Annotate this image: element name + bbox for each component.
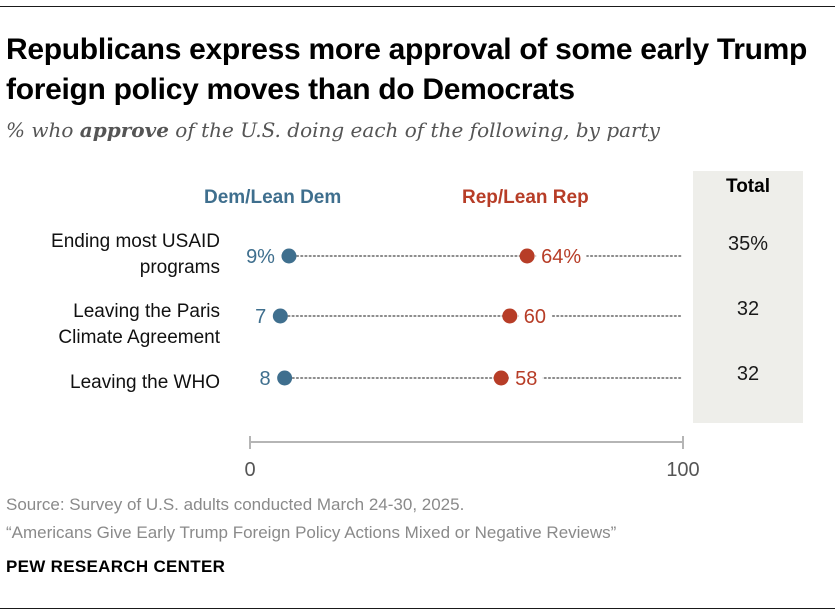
rep-label-backing [536,246,587,268]
bottom-rule [0,608,835,609]
dem-value-label: 9% [246,246,275,268]
subtitle-post: of the U.S. doing each of the following,… [168,118,660,142]
row-label: Ending most USAID programs [51,229,220,281]
rep-dot [519,248,535,264]
dem-dot [272,308,288,324]
chart-subtitle: % who approve of the U.S. doing each of … [6,118,660,142]
total-value: 32 [736,363,760,385]
rep-dot [502,308,518,324]
row-label: Leaving the WHO [70,370,220,396]
rep-label-backing [518,306,552,328]
total-value: 32 [736,298,760,320]
rep-value-label: 58 [515,368,537,390]
report-title-line: “Americans Give Early Trump Foreign Poli… [6,523,617,542]
row-label-line: Ending most USAID [51,231,220,252]
dem-value-label: 8 [260,368,271,390]
legend-dem: Dem/Lean Dem [204,187,342,208]
dot-plot: 9% 64% 7 60 8 58 0 100 [244,246,700,481]
source-line: Source: Survey of U.S. adults conducted … [6,495,465,514]
rep-value-label: 60 [524,306,546,328]
row-label-line: programs [139,257,220,278]
source-note: Source: Survey of U.S. adults conducted … [6,491,616,547]
rep-label-backing [510,368,543,390]
row-label-line: Leaving the Paris [73,301,220,322]
dem-value-label: 7 [255,306,266,328]
rep-value-label: 64% [541,246,581,268]
chart-title: Republicans express more approval of som… [6,33,808,106]
row-label-line: Climate Agreement [58,327,220,348]
org-name: PEW RESEARCH CENTER [6,557,226,576]
dem-dot [281,248,297,264]
x-tick-label: 100 [666,459,699,481]
row-label-line: Leaving the WHO [70,372,220,393]
total-value: 35% [727,233,769,255]
total-header: Total [726,176,770,197]
legend-rep: Rep/Lean Rep [462,187,589,208]
subtitle-emphasis: approve [79,118,169,142]
total-column-background [693,171,803,423]
dem-dot [277,370,293,386]
subtitle-pre: % who [6,118,80,142]
rep-dot [493,370,509,386]
row-label: Leaving the Paris Climate Agreement [58,299,220,351]
top-rule [0,6,835,7]
x-tick-label: 0 [244,459,255,481]
